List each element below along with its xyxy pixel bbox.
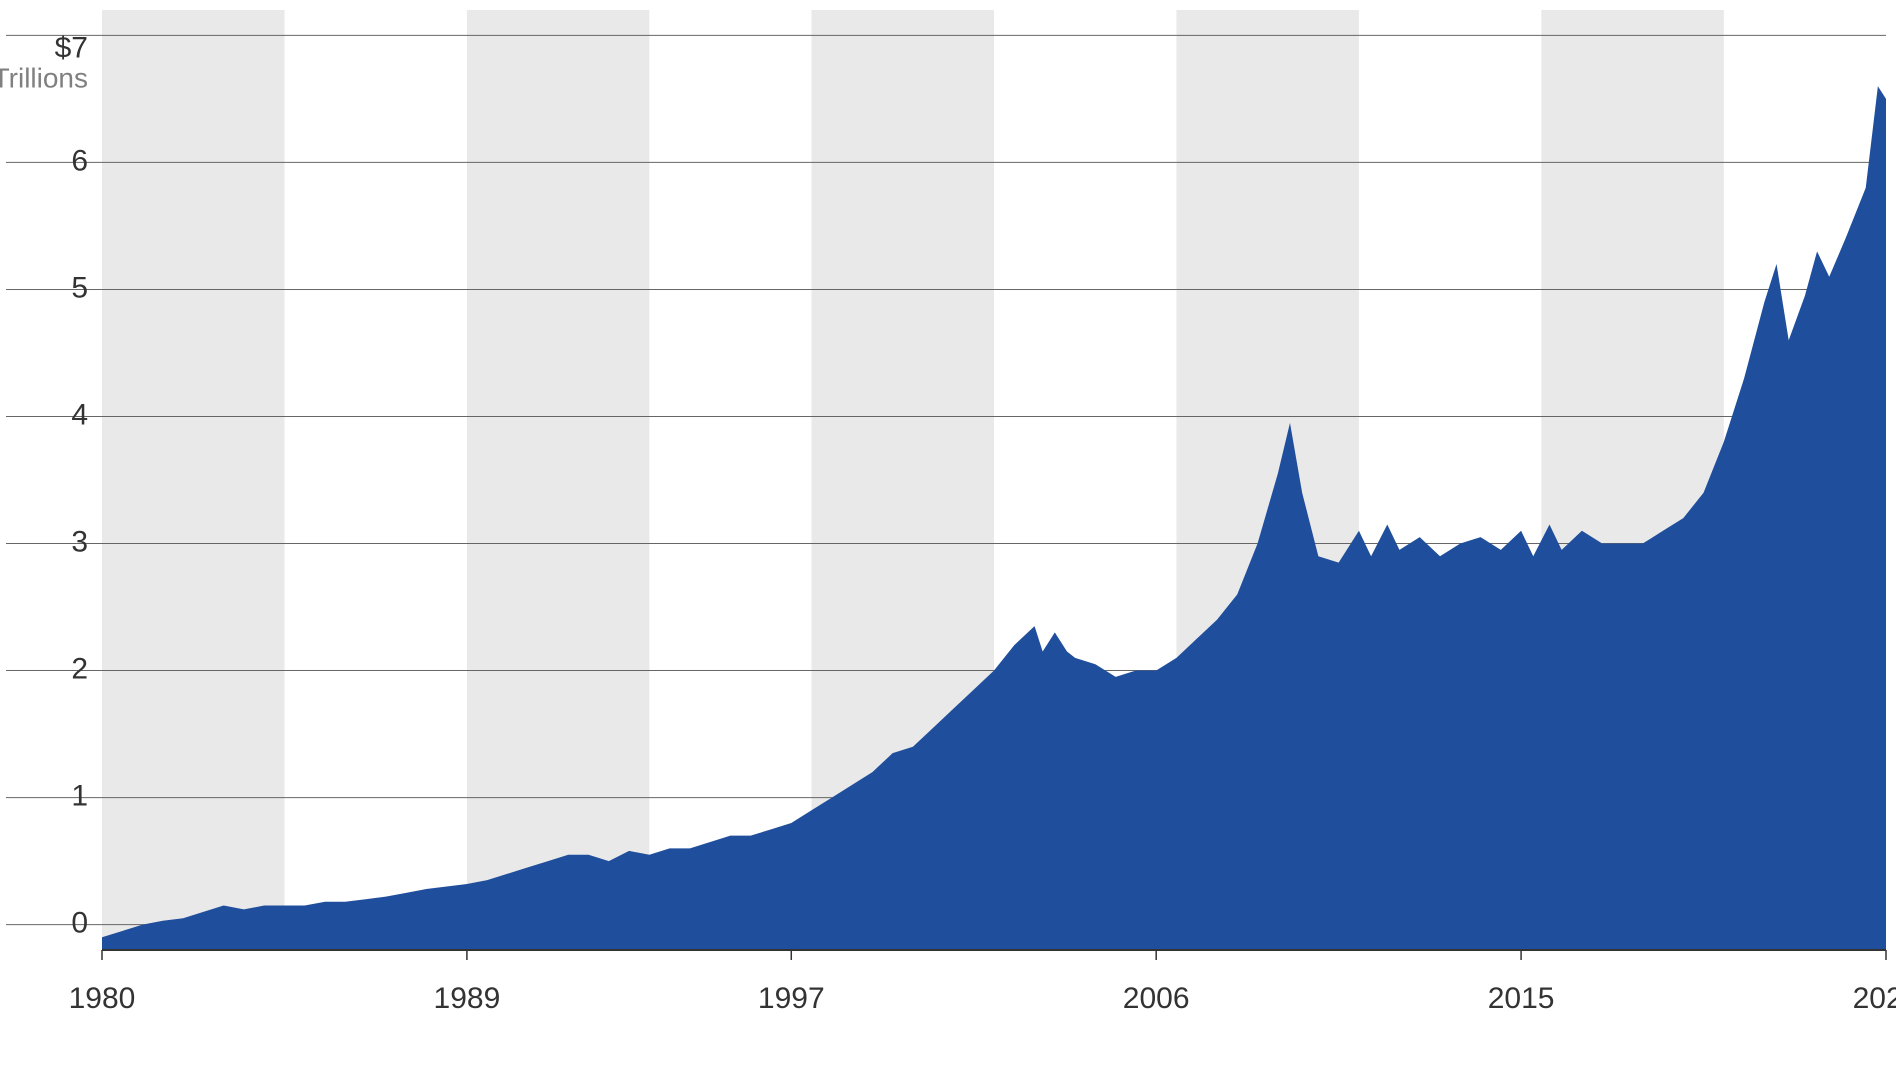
chart-svg: 1980 1989 1997 2006 2015 2024 0 1 2 3 4 5 6 $7Trillio… (0, 0, 1896, 1066)
y-tick-label: 0 (71, 907, 88, 940)
x-tick-label: 2024 (1853, 982, 1896, 1015)
area-chart: 1980 1989 1997 2006 2015 2024 0 1 2 3 4 5 6 $7Trillio… (0, 0, 1896, 1066)
y-tick-label: 1 (71, 779, 88, 812)
x-tick-label: 2006 (1123, 982, 1190, 1015)
x-tick-label: 1997 (758, 982, 825, 1015)
x-tick-label: 1980 (69, 982, 136, 1015)
y-tick-label: 4 (71, 398, 88, 431)
y-tick-label: 2 (71, 652, 88, 685)
y-tick-label: 3 (71, 525, 88, 558)
y-unit-label: Trillions (0, 62, 88, 93)
x-tick-label: 2015 (1488, 982, 1555, 1015)
y-tick-label: 5 (71, 271, 88, 304)
y-tick-label: 6 (71, 144, 88, 177)
y-tick-label: $7 (55, 31, 88, 64)
x-tick-label: 1989 (434, 982, 501, 1015)
